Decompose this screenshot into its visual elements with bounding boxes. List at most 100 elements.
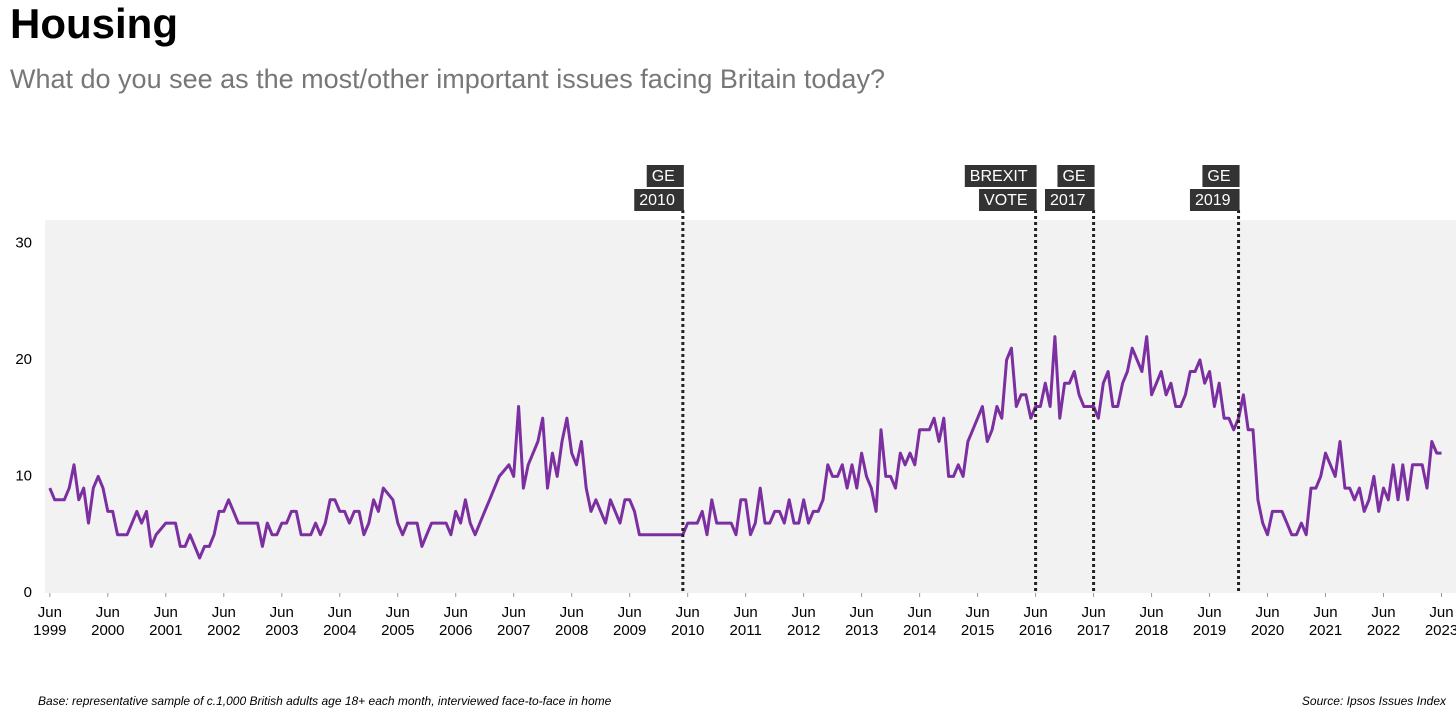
event-label-box: [1044, 189, 1095, 211]
x-tick-label: Jun 2017: [1077, 604, 1110, 639]
x-tick-label: Jun 2014: [903, 604, 936, 639]
x-tick-label-line: 2011: [730, 622, 762, 639]
x-tick-label: Jun 2020: [1251, 604, 1284, 639]
x-tick-label-line: 2003: [265, 622, 298, 639]
event-label: GE: [1207, 168, 1230, 185]
x-tick-label-line: Jun: [792, 604, 816, 621]
x-tick-label: Jun 2009: [613, 604, 646, 639]
x-tick-label: Jun 2010: [671, 604, 704, 639]
footnote: Base: representative sample of c.1,000 B…: [38, 694, 612, 708]
x-tick-label: Jun 2013: [845, 604, 878, 639]
x-tick-label: Jun 1999: [33, 604, 66, 639]
x-tick-label: Jun 2006: [439, 604, 472, 639]
x-tick-label: Jun 2005: [381, 604, 414, 639]
y-tick-label: 30: [15, 234, 32, 251]
x-tick-label-line: Jun: [502, 604, 526, 621]
event-label: VOTE: [984, 192, 1028, 209]
data-line: [48, 335, 1442, 560]
x-tick-label: Jun 2023: [1425, 604, 1456, 639]
x-tick-label-line: Jun: [618, 604, 642, 621]
x-tick-label-line: 2009: [613, 622, 646, 639]
event-label-box: [646, 165, 684, 187]
event-label: 2010: [639, 192, 675, 209]
x-tick-label-line: Jun: [1313, 604, 1337, 621]
x-tick-label-line: Jun: [1429, 604, 1453, 621]
x-tick-label-line: Jun: [850, 604, 874, 621]
x-tick-label-line: Jun: [1081, 604, 1105, 621]
x-tick-label: Jun 2018: [1135, 604, 1168, 639]
event-label-box: [964, 165, 1037, 187]
x-tick-label-line: Jun: [560, 604, 584, 621]
x-tick-label: Jun 2022: [1367, 604, 1400, 639]
x-tick-label-line: Jun: [444, 604, 468, 621]
x-tick-label-line: Jun: [212, 604, 236, 621]
x-tick-label-line: Jun: [734, 604, 758, 621]
x-tick-label-line: Jun: [966, 604, 990, 621]
x-tick-label-line: Jun: [386, 604, 410, 621]
event-label-box: [634, 189, 684, 211]
x-tick-label: Jun 2021: [1309, 604, 1342, 639]
x-tick-label-line: 2015: [961, 622, 994, 639]
x-tick-label-line: 2017: [1077, 622, 1110, 639]
y-tick-label: 0: [24, 584, 32, 601]
x-tick-label: Jun 2003: [265, 604, 298, 639]
x-tick-label-line: 2010: [671, 622, 704, 639]
x-tick-label-line: Jun: [1371, 604, 1395, 621]
x-tick-label: Jun 2011: [730, 604, 762, 639]
event-label: GE: [652, 168, 675, 185]
event-label-box: [1202, 165, 1240, 187]
x-tick-label: Jun 2016: [1019, 604, 1052, 639]
y-tick-label: 10: [15, 467, 32, 484]
x-tick-label-line: 2012: [787, 622, 820, 639]
event-label-box: [1057, 165, 1095, 187]
x-tick-label-line: 2022: [1367, 622, 1400, 639]
x-tick-label-line: Jun: [676, 604, 700, 621]
x-tick-label-line: 2021: [1309, 622, 1342, 639]
event-label-box: [979, 189, 1037, 211]
x-tick-label: Jun 2002: [207, 604, 240, 639]
x-tick-label: Jun 2019: [1193, 604, 1226, 639]
event-label-box: [1189, 189, 1240, 211]
x-tick-label: Jun 2004: [323, 604, 356, 639]
x-tick-label-line: 2018: [1135, 622, 1168, 639]
event-label: BREXIT: [970, 168, 1028, 185]
x-tick-label-line: 2016: [1019, 622, 1052, 639]
x-tick-label-line: Jun: [1139, 604, 1163, 621]
x-tick-label-line: 2001: [149, 622, 182, 639]
x-tick-label-line: 2005: [381, 622, 414, 639]
x-tick-label-line: 2002: [207, 622, 240, 639]
event-label: GE: [1062, 168, 1085, 185]
x-tick-label-line: Jun: [38, 604, 62, 621]
x-tick-label-line: 2008: [555, 622, 588, 639]
x-tick-label: Jun 2000: [91, 604, 124, 639]
x-tick-label-line: Jun: [1024, 604, 1048, 621]
x-tick-label: Jun 2012: [787, 604, 820, 639]
x-tick-label-line: Jun: [270, 604, 294, 621]
x-tick-label-line: Jun: [96, 604, 120, 621]
x-tick-label-line: Jun: [1255, 604, 1279, 621]
x-tick-label-line: 2006: [439, 622, 472, 639]
x-tick-label-line: 2000: [91, 622, 124, 639]
chart-title: Housing: [10, 0, 178, 47]
source: Source: Ipsos Issues Index: [1302, 694, 1447, 708]
x-tick-label-line: 2023: [1425, 622, 1456, 639]
x-tick-label: Jun 2015: [961, 604, 994, 639]
x-tick-label-line: 1999: [33, 622, 66, 639]
x-tick-label-line: 2020: [1251, 622, 1284, 639]
x-tick-label-line: 2014: [903, 622, 936, 639]
x-tick-label-line: Jun: [154, 604, 178, 621]
x-tick-label: Jun 2008: [555, 604, 588, 639]
x-tick-label-line: 2013: [845, 622, 878, 639]
event-label: 2019: [1195, 192, 1231, 209]
x-tick-label: Jun 2001: [149, 604, 182, 639]
x-tick-label-line: Jun: [908, 604, 932, 621]
chart-subtitle: What do you see as the most/other import…: [10, 64, 885, 94]
y-tick-label: 20: [15, 351, 32, 368]
x-tick-label-line: Jun: [328, 604, 352, 621]
event-label: 2017: [1050, 192, 1086, 209]
x-tick-label-line: 2007: [497, 622, 530, 639]
x-tick-label: Jun 2007: [497, 604, 530, 639]
x-tick-label-line: 2004: [323, 622, 356, 639]
x-tick-label-line: 2019: [1193, 622, 1226, 639]
